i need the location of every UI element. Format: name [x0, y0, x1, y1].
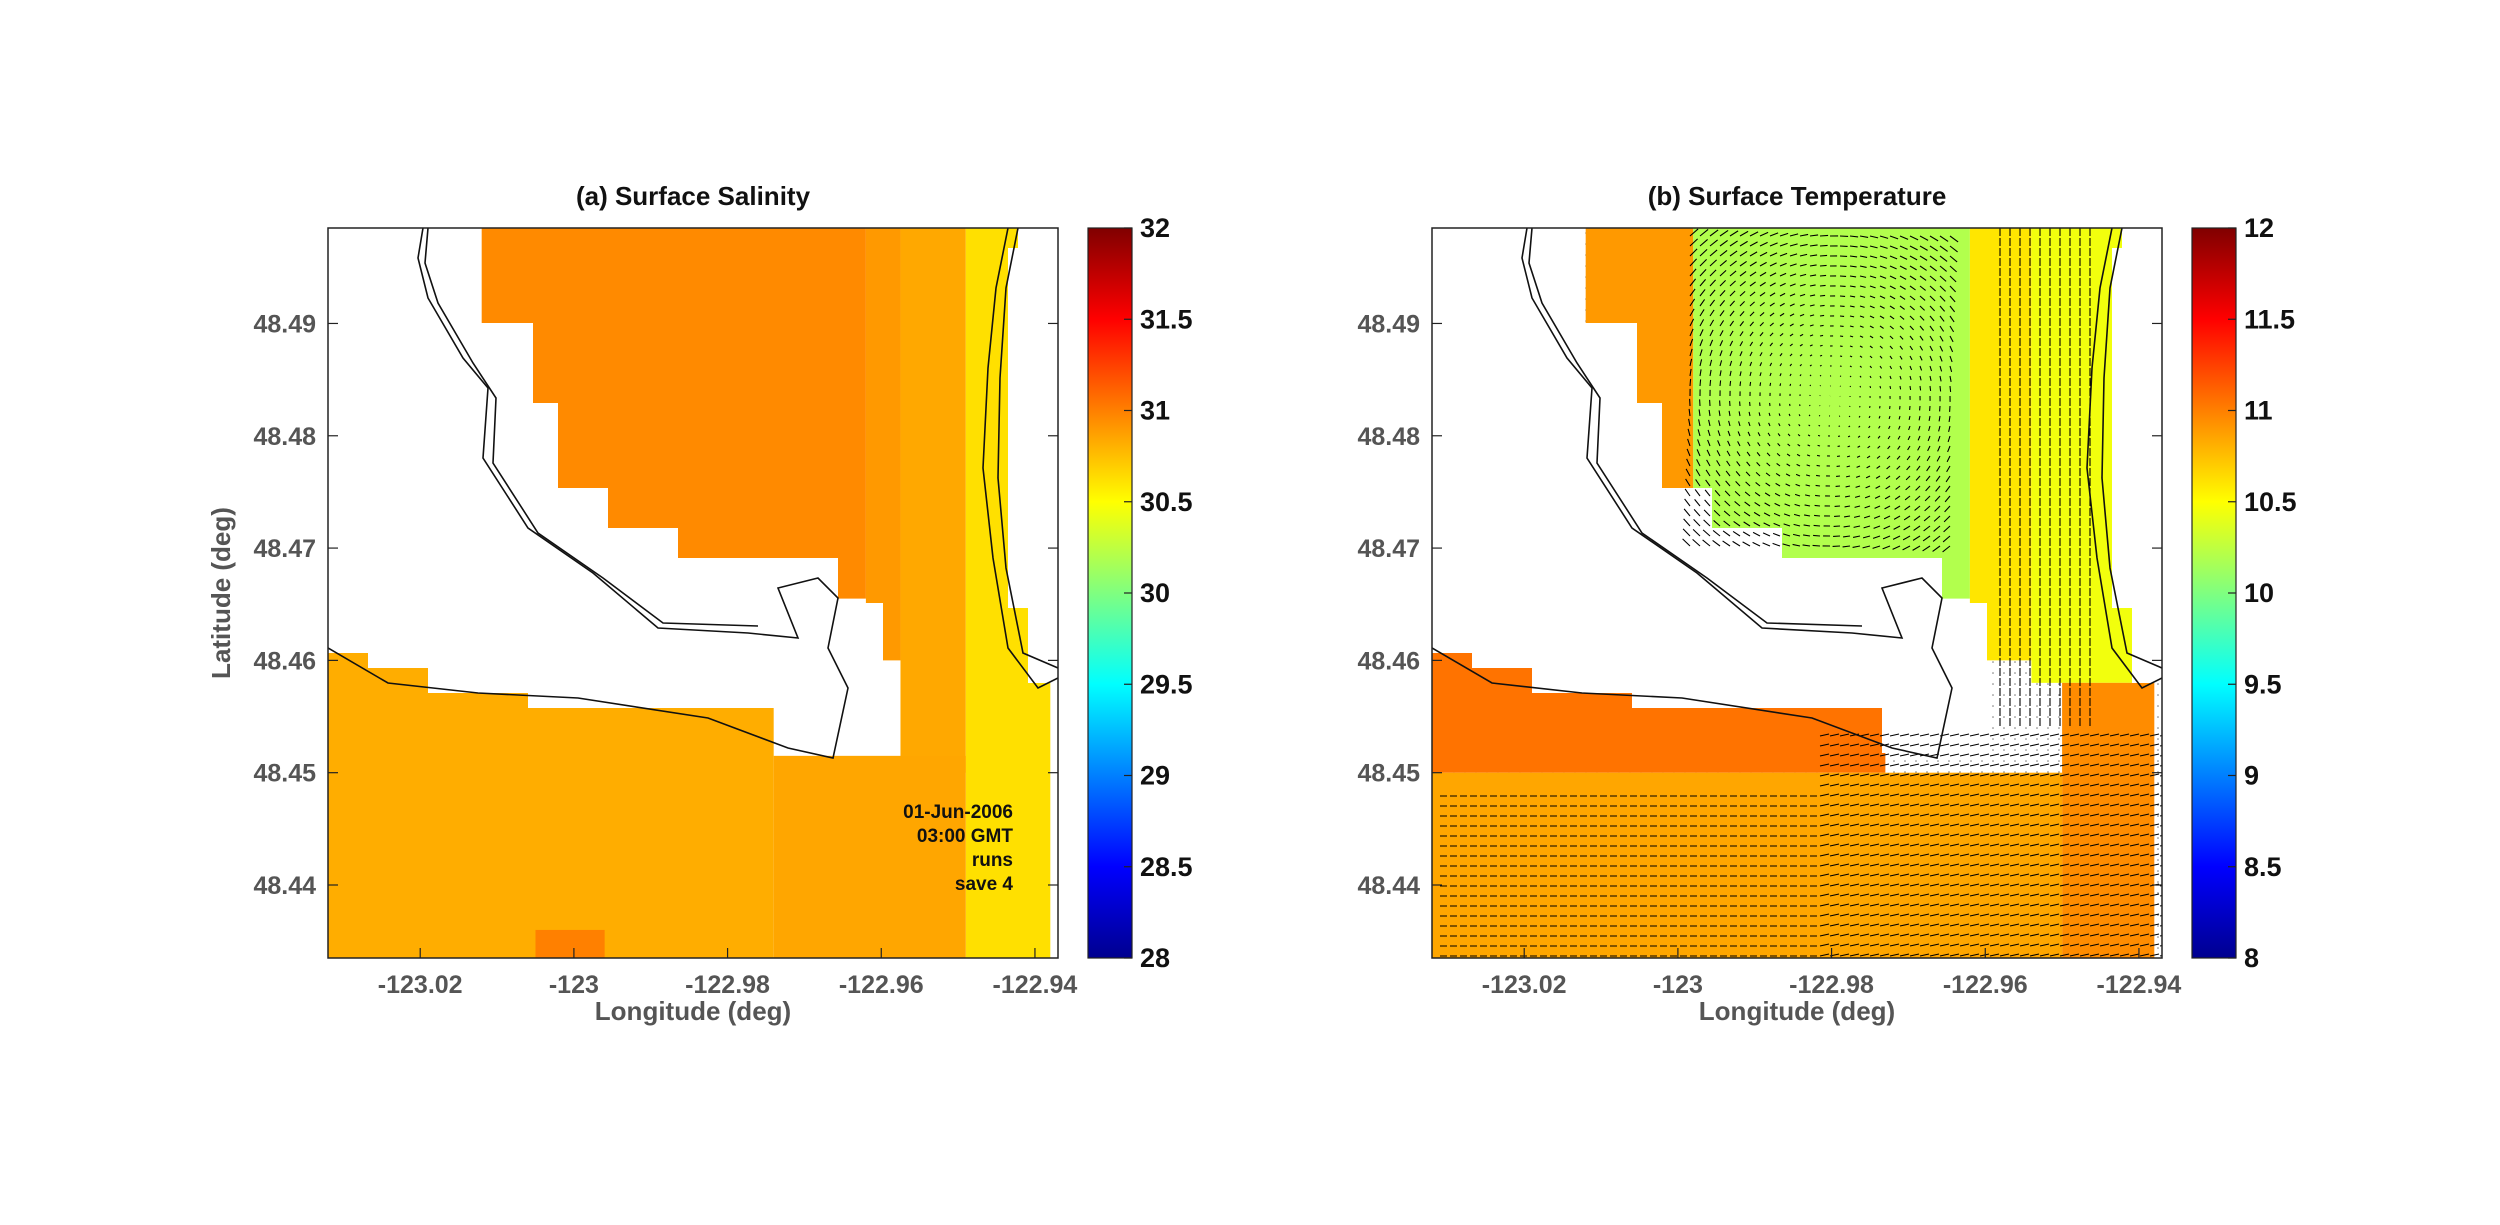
colorbar-tick-label: 9	[2244, 761, 2259, 791]
field-region-6	[2062, 682, 2155, 958]
colorbar-tick-label: 8	[2244, 943, 2259, 973]
y-ticks-b: 48.44 48.45 48.46 48.47 48.48 48.49	[1357, 310, 2162, 900]
x-tick-label: -122.94	[2097, 971, 2182, 999]
x-axis-label-a: Longitude (deg)	[595, 996, 791, 1026]
colorbar-tick-label: 30	[1140, 578, 1170, 608]
colorbar-tick-label: 32	[1140, 213, 1170, 243]
panel-a-title: (a) Surface Salinity	[576, 181, 811, 211]
colorbar-tick-label: 11.5	[2244, 304, 2295, 334]
x-tick-label: -122.96	[1943, 971, 2028, 999]
colorbar-b-ticks: 8 8.5 9 9.5 10 10.5 11 11.5 12	[2228, 213, 2297, 973]
timestamp-annotation: 01-Jun-2006 03:00 GMT runs save 4	[903, 802, 1013, 895]
colorbar-tick-label: 28.5	[1140, 852, 1193, 882]
x-tick-label: -122.98	[1789, 971, 1874, 999]
field-region-5	[1432, 772, 2063, 958]
vector-field	[1440, 228, 2162, 957]
colorbar-tick-label: 30.5	[1140, 487, 1193, 517]
y-tick-label: 48.49	[253, 310, 316, 338]
y-ticks-a: 48.44 48.45 48.46 48.47 48.48 48.49	[253, 310, 1058, 900]
coastline-west-inner	[1528, 228, 1863, 627]
coastline-east	[2086, 228, 2162, 690]
panel-b-title: (b) Surface Temperature	[1648, 181, 1947, 211]
x-tick-label: -123.02	[1482, 971, 1567, 999]
field-region-2	[900, 228, 966, 773]
y-axis-label-a: Latitude (deg)	[206, 507, 236, 679]
colorbar-tick-label: 8.5	[2244, 852, 2282, 882]
coastline-a	[328, 228, 1058, 759]
x-tick-label: -123	[549, 971, 599, 999]
velocity-vectors	[1440, 228, 2162, 957]
y-tick-label: 48.45	[1357, 760, 1420, 788]
y-tick-label: 48.48	[1357, 423, 1420, 451]
colorbar-tick-label: 29.5	[1140, 669, 1193, 699]
colorbar-a: 28 28.5 29 29.5 30 30.5 31 31.5 32	[1087, 213, 1193, 973]
land-mask-east	[2112, 228, 2162, 683]
x-axis-label-b: Longitude (deg)	[1699, 996, 1895, 1026]
x-tick-label: -123.02	[378, 971, 463, 999]
field-region-6	[535, 929, 605, 958]
x-tick-label: -123	[1653, 971, 1703, 999]
x-tick-label: -122.94	[993, 971, 1078, 999]
land-mask-west	[1432, 228, 1987, 753]
land-mask-east	[1008, 228, 1058, 683]
coastline-west	[328, 228, 849, 759]
colorbar-a-ticks: 28 28.5 29 29.5 30 30.5 31 31.5 32	[1124, 213, 1193, 973]
annotation-time: 03:00 GMT	[917, 826, 1013, 847]
colorbar-tick-label: 31	[1140, 396, 1170, 426]
coastline-east-inner	[997, 228, 1058, 669]
y-tick-label: 48.48	[253, 423, 316, 451]
y-tick-label: 48.44	[1357, 872, 1420, 900]
colorbar-tick-label: 11	[2244, 396, 2273, 426]
annotation-date: 01-Jun-2006	[903, 802, 1013, 823]
plot-frame-a	[327, 227, 1059, 959]
field-region-2	[1969, 228, 2032, 661]
salinity-field	[328, 228, 1058, 958]
x-tick-label: -122.96	[839, 971, 924, 999]
field-region-1	[865, 228, 901, 661]
colorbar-tick-label: 31.5	[1140, 304, 1193, 334]
y-tick-label: 48.47	[1357, 535, 1420, 563]
panel-temperature: (b) Surface Temperature -123.02 -123 -122.…	[1357, 181, 2296, 1026]
y-tick-label: 48.44	[253, 872, 316, 900]
colorbar-tick-label: 29	[1140, 761, 1170, 791]
coastline-west	[1432, 228, 1953, 759]
annotation-save: save 4	[955, 874, 1014, 895]
x-ticks-b: -123.02 -123 -122.98 -122.96 -122.94	[1482, 948, 2182, 999]
colorbar-b: 8 8.5 9 9.5 10 10.5 11 11.5 12	[2191, 213, 2297, 973]
y-tick-label: 48.47	[253, 535, 316, 563]
y-tick-label: 48.46	[253, 647, 316, 675]
colorbar-tick-label: 9.5	[2244, 669, 2282, 699]
y-tick-label: 48.49	[1357, 310, 1420, 338]
coastline-west-inner	[424, 228, 759, 627]
colorbar-tick-label: 28	[1140, 943, 1170, 973]
x-ticks-a: -123.02 -123 -122.98 -122.96 -122.94	[378, 948, 1078, 999]
y-tick-label: 48.45	[253, 760, 316, 788]
land-mask-west	[328, 228, 883, 753]
colorbar-tick-label: 10	[2244, 578, 2274, 608]
colorbar-tick-label: 10.5	[2244, 487, 2297, 517]
y-tick-label: 48.46	[1357, 647, 1420, 675]
coastline-east	[982, 228, 1058, 690]
coastline-east-inner	[2101, 228, 2162, 669]
plot-frame-b	[1431, 227, 2163, 959]
x-tick-label: -122.98	[685, 971, 770, 999]
panel-salinity: (a) Surface Salinity -123.02 -123 -122.98-…	[206, 181, 1193, 1026]
colorbar-tick-label: 12	[2244, 213, 2274, 243]
annotation-runs: runs	[972, 850, 1013, 871]
field-region-5	[773, 755, 966, 958]
coastline-b	[1432, 228, 2162, 759]
temperature-field	[1432, 228, 2162, 958]
